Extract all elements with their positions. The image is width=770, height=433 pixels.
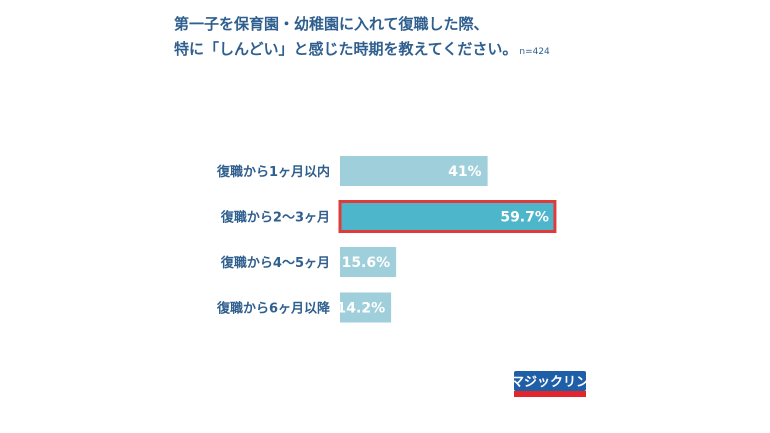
chart-title: 第一子を保育園・幼稚園に入れて復職した際、 特に「しんどい」と感じた時期を教えて… [174, 12, 734, 65]
category-label: 復職から1ヶ月以内 [216, 164, 330, 180]
value-label: 14.2% [337, 301, 386, 317]
value-label: 41% [448, 164, 482, 180]
category-label: 復職から6ヶ月以降 [216, 301, 331, 317]
chart-title-line1: 第一子を保育園・幼稚園に入れて復職した際、 [174, 15, 489, 33]
logo-text: マジックリン [513, 375, 587, 390]
value-label: 15.6% [342, 255, 391, 271]
category-label: 復職から2〜3ヶ月 [220, 210, 330, 226]
bar [340, 247, 397, 277]
bar [340, 292, 392, 323]
bar-highlighted [338, 200, 557, 233]
category-label: 復職から4〜5ヶ月 [220, 255, 330, 271]
magiclean-logo-icon: マジックリン [513, 369, 587, 401]
sample-size: n=424 [519, 47, 550, 57]
value-label: 59.7% [500, 210, 549, 226]
chart-title-line2-text: 特に「しんどい」と感じた時期を教えてください。 [174, 40, 518, 58]
bar [340, 156, 488, 186]
chart-title-line2: 特に「しんどい」と感じた時期を教えてください。 n=424 [174, 37, 734, 65]
